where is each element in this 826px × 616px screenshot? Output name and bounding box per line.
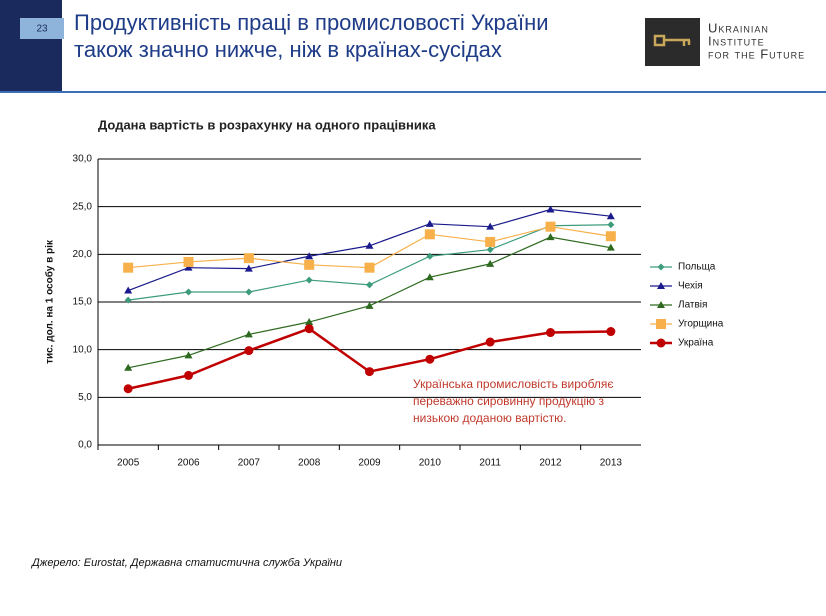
- marker: [607, 221, 615, 229]
- marker: [606, 327, 616, 337]
- marker: [124, 296, 132, 304]
- y-tick-label: 0,0: [78, 440, 92, 451]
- annotation: Українська промисловість виробляє: [413, 377, 614, 391]
- marker: [304, 324, 314, 334]
- x-tick-label: 2010: [419, 458, 442, 469]
- marker: [244, 330, 253, 338]
- marker: [366, 281, 373, 289]
- marker: [184, 263, 193, 271]
- x-tick-label: 2008: [298, 458, 321, 469]
- marker: [243, 253, 254, 264]
- marker: [486, 246, 494, 254]
- y-tick-label: 15,0: [73, 297, 93, 308]
- marker: [424, 229, 435, 240]
- marker: [304, 259, 315, 270]
- marker: [486, 259, 495, 267]
- marker: [364, 262, 375, 273]
- header-band: [0, 0, 62, 92]
- y-axis-label: тис. дол. на 1 особу в рік: [44, 239, 56, 364]
- logo-key: [653, 34, 691, 47]
- slide-title: також значно нижче, ніж в країнах-сусіда…: [74, 37, 502, 62]
- y-tick-label: 10,0: [73, 344, 93, 355]
- logo-box: [645, 18, 700, 66]
- marker: [184, 370, 193, 380]
- series-line: [127, 208, 611, 292]
- x-tick-label: 2012: [539, 458, 562, 469]
- marker: [546, 328, 555, 338]
- y-tick-label: 5,0: [78, 392, 92, 403]
- annotation: переважно сировинну продукцію з: [413, 394, 605, 408]
- marker: [425, 273, 434, 281]
- marker: [656, 338, 666, 348]
- legend-label: Латвія: [678, 300, 707, 311]
- marker: [485, 236, 496, 247]
- marker: [123, 384, 133, 394]
- x-tick-label: 2011: [479, 458, 501, 469]
- marker: [124, 286, 133, 294]
- marker: [426, 252, 434, 260]
- legend-label: Угорщина: [678, 319, 724, 330]
- x-tick-label: 2007: [238, 458, 261, 469]
- marker: [545, 221, 556, 232]
- marker: [425, 354, 435, 364]
- marker: [124, 363, 133, 371]
- marker: [605, 231, 616, 242]
- legend-label: Україна: [678, 338, 714, 349]
- legend-label: Польща: [678, 262, 716, 273]
- page-number: 23: [36, 24, 48, 35]
- marker: [185, 288, 192, 296]
- marker: [546, 205, 555, 213]
- x-tick-label: 2005: [117, 458, 140, 469]
- logo-text: Ukrainian: [708, 20, 769, 35]
- marker: [183, 256, 194, 267]
- y-tick-label: 25,0: [73, 201, 93, 212]
- y-tick-label: 20,0: [73, 249, 93, 260]
- marker: [365, 301, 374, 309]
- marker: [486, 222, 495, 230]
- marker: [657, 282, 665, 289]
- marker: [305, 318, 314, 326]
- logo-text: Institute: [708, 33, 765, 48]
- marker: [123, 262, 134, 273]
- marker: [606, 243, 615, 251]
- logo-text: for the Future: [708, 46, 805, 61]
- y-tick-label: 30,0: [73, 154, 93, 165]
- marker: [305, 252, 314, 260]
- marker: [365, 367, 374, 377]
- x-tick-label: 2013: [600, 458, 623, 469]
- marker: [657, 301, 665, 308]
- marker: [656, 319, 666, 329]
- source: Джерело: Eurostat, Державна статистична …: [30, 557, 342, 569]
- page-box: [20, 18, 64, 39]
- annotation: низькою доданою вартістю.: [413, 411, 567, 425]
- marker: [365, 241, 374, 249]
- marker: [425, 219, 434, 227]
- marker: [657, 263, 665, 271]
- marker: [245, 288, 253, 296]
- chart-title: Додана вартість в розрахунку на одного п…: [98, 117, 436, 132]
- slide-title: Продуктивність праці в промисловості Укр…: [74, 10, 549, 35]
- marker: [244, 264, 253, 272]
- x-tick-label: 2009: [358, 458, 381, 469]
- series-line: [128, 224, 611, 301]
- marker: [184, 351, 193, 359]
- marker: [546, 233, 555, 241]
- marker: [305, 276, 313, 284]
- marker: [244, 346, 254, 356]
- legend-label: Чехія: [678, 281, 703, 292]
- x-tick-label: 2006: [177, 458, 200, 469]
- marker: [606, 212, 615, 220]
- marker: [485, 337, 495, 347]
